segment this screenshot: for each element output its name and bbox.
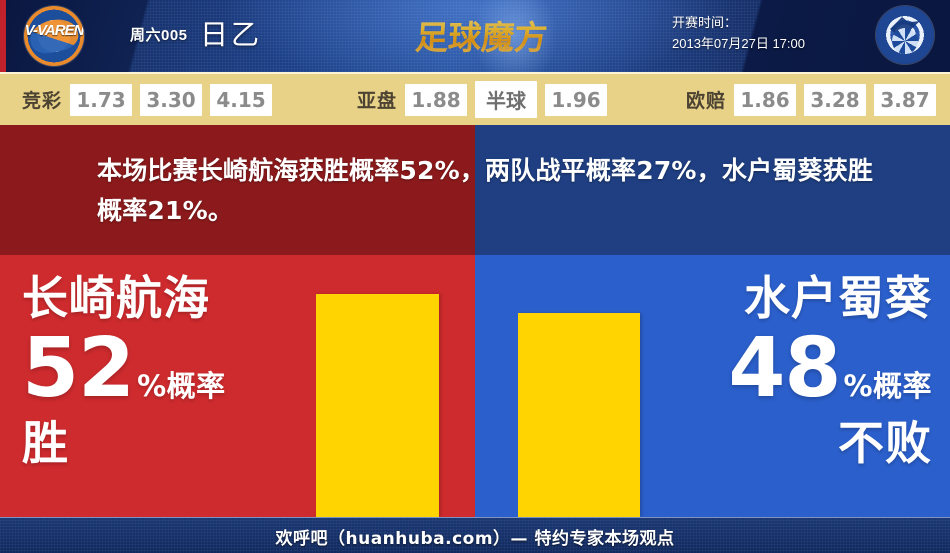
probability-chart-area: 本场比赛长崎航海获胜概率52%，两队战平概率27%，水户蜀葵获胜概率21%。 长… <box>0 125 950 517</box>
bar-away-probability <box>518 313 640 517</box>
odds-group-jingcai: 竞彩 1.73 3.30 4.15 <box>22 74 273 125</box>
crest-monogram: V-VAREN <box>24 22 84 39</box>
crest-hollyhock-shape <box>892 28 918 54</box>
header-bar: V-VAREN 周六005 日乙 足球魔方 开赛时间： 2013年07月27日 … <box>0 0 950 110</box>
footer-credit-text: 欢呼吧（huanhuba.com）— 特约专家本场观点 <box>275 528 675 549</box>
odds-group-title: 竞彩 <box>22 90 63 112</box>
home-team-stat-block: 长崎航海 52 %概率 胜 <box>22 271 292 471</box>
away-percent-value: 48 <box>728 321 841 416</box>
bar-home-probability <box>316 294 439 517</box>
odds-cell-away[interactable]: 1.96 <box>545 83 608 116</box>
home-percent-value: 52 <box>22 321 135 416</box>
odds-group-european: 欧赔 1.86 3.28 3.87 <box>686 74 937 125</box>
odds-cell-draw[interactable]: 3.30 <box>140 83 203 116</box>
away-percent-suffix: %概率 <box>843 369 932 403</box>
odds-bar: 竞彩 1.73 3.30 4.15 亚盘 1.88 半球 1.96 欧赔 1.8… <box>0 72 950 125</box>
odds-group-title: 亚盘 <box>357 90 398 112</box>
odds-cell-away[interactable]: 4.15 <box>210 83 273 116</box>
odds-cell-draw[interactable]: 3.28 <box>804 83 867 116</box>
away-team-crest-icon <box>876 6 934 64</box>
round-label: 周六005 <box>130 27 188 44</box>
summary-text: 本场比赛长崎航海获胜概率52%，两队战平概率27%，水户蜀葵获胜概率21%。 <box>97 156 874 225</box>
home-team-name: 长崎航海 <box>22 271 210 325</box>
home-percent-row: 52 %概率 <box>22 327 292 411</box>
odds-cell-home[interactable]: 1.86 <box>734 83 797 116</box>
kickoff-label: 开赛时间： <box>672 15 738 30</box>
odds-group-asian-handicap: 亚盘 1.88 半球 1.96 <box>357 74 608 125</box>
away-team-stat-block: 水户蜀葵 48 %概率 不败 <box>660 271 932 471</box>
summary-banner-right-half <box>475 125 950 255</box>
home-team-crest-icon: V-VAREN <box>24 6 84 66</box>
odds-cell-handicap[interactable]: 半球 <box>475 81 538 118</box>
home-percent-suffix: %概率 <box>137 369 226 403</box>
away-percent-row: 48 %概率 <box>660 327 932 411</box>
brand-logo: 足球魔方 <box>412 10 550 60</box>
kickoff-time-block: 开赛时间： 2013年07月27日 17:00 <box>672 12 805 54</box>
odds-cell-home[interactable]: 1.73 <box>70 83 133 116</box>
kickoff-value: 2013年07月27日 17:00 <box>672 36 805 51</box>
home-verdict: 胜 <box>22 416 69 470</box>
odds-group-title: 欧赔 <box>686 90 727 112</box>
odds-cell-away[interactable]: 3.87 <box>874 83 937 116</box>
footer-bar: 欢呼吧（huanhuba.com）— 特约专家本场观点 <box>0 517 950 553</box>
away-team-name: 水户蜀葵 <box>744 271 932 325</box>
odds-cell-home[interactable]: 1.88 <box>405 83 468 116</box>
summary-banner-left-half <box>0 125 475 255</box>
league-name: 日乙 <box>200 19 263 50</box>
away-verdict: 不败 <box>838 416 932 470</box>
left-red-accent-strip <box>0 0 6 72</box>
